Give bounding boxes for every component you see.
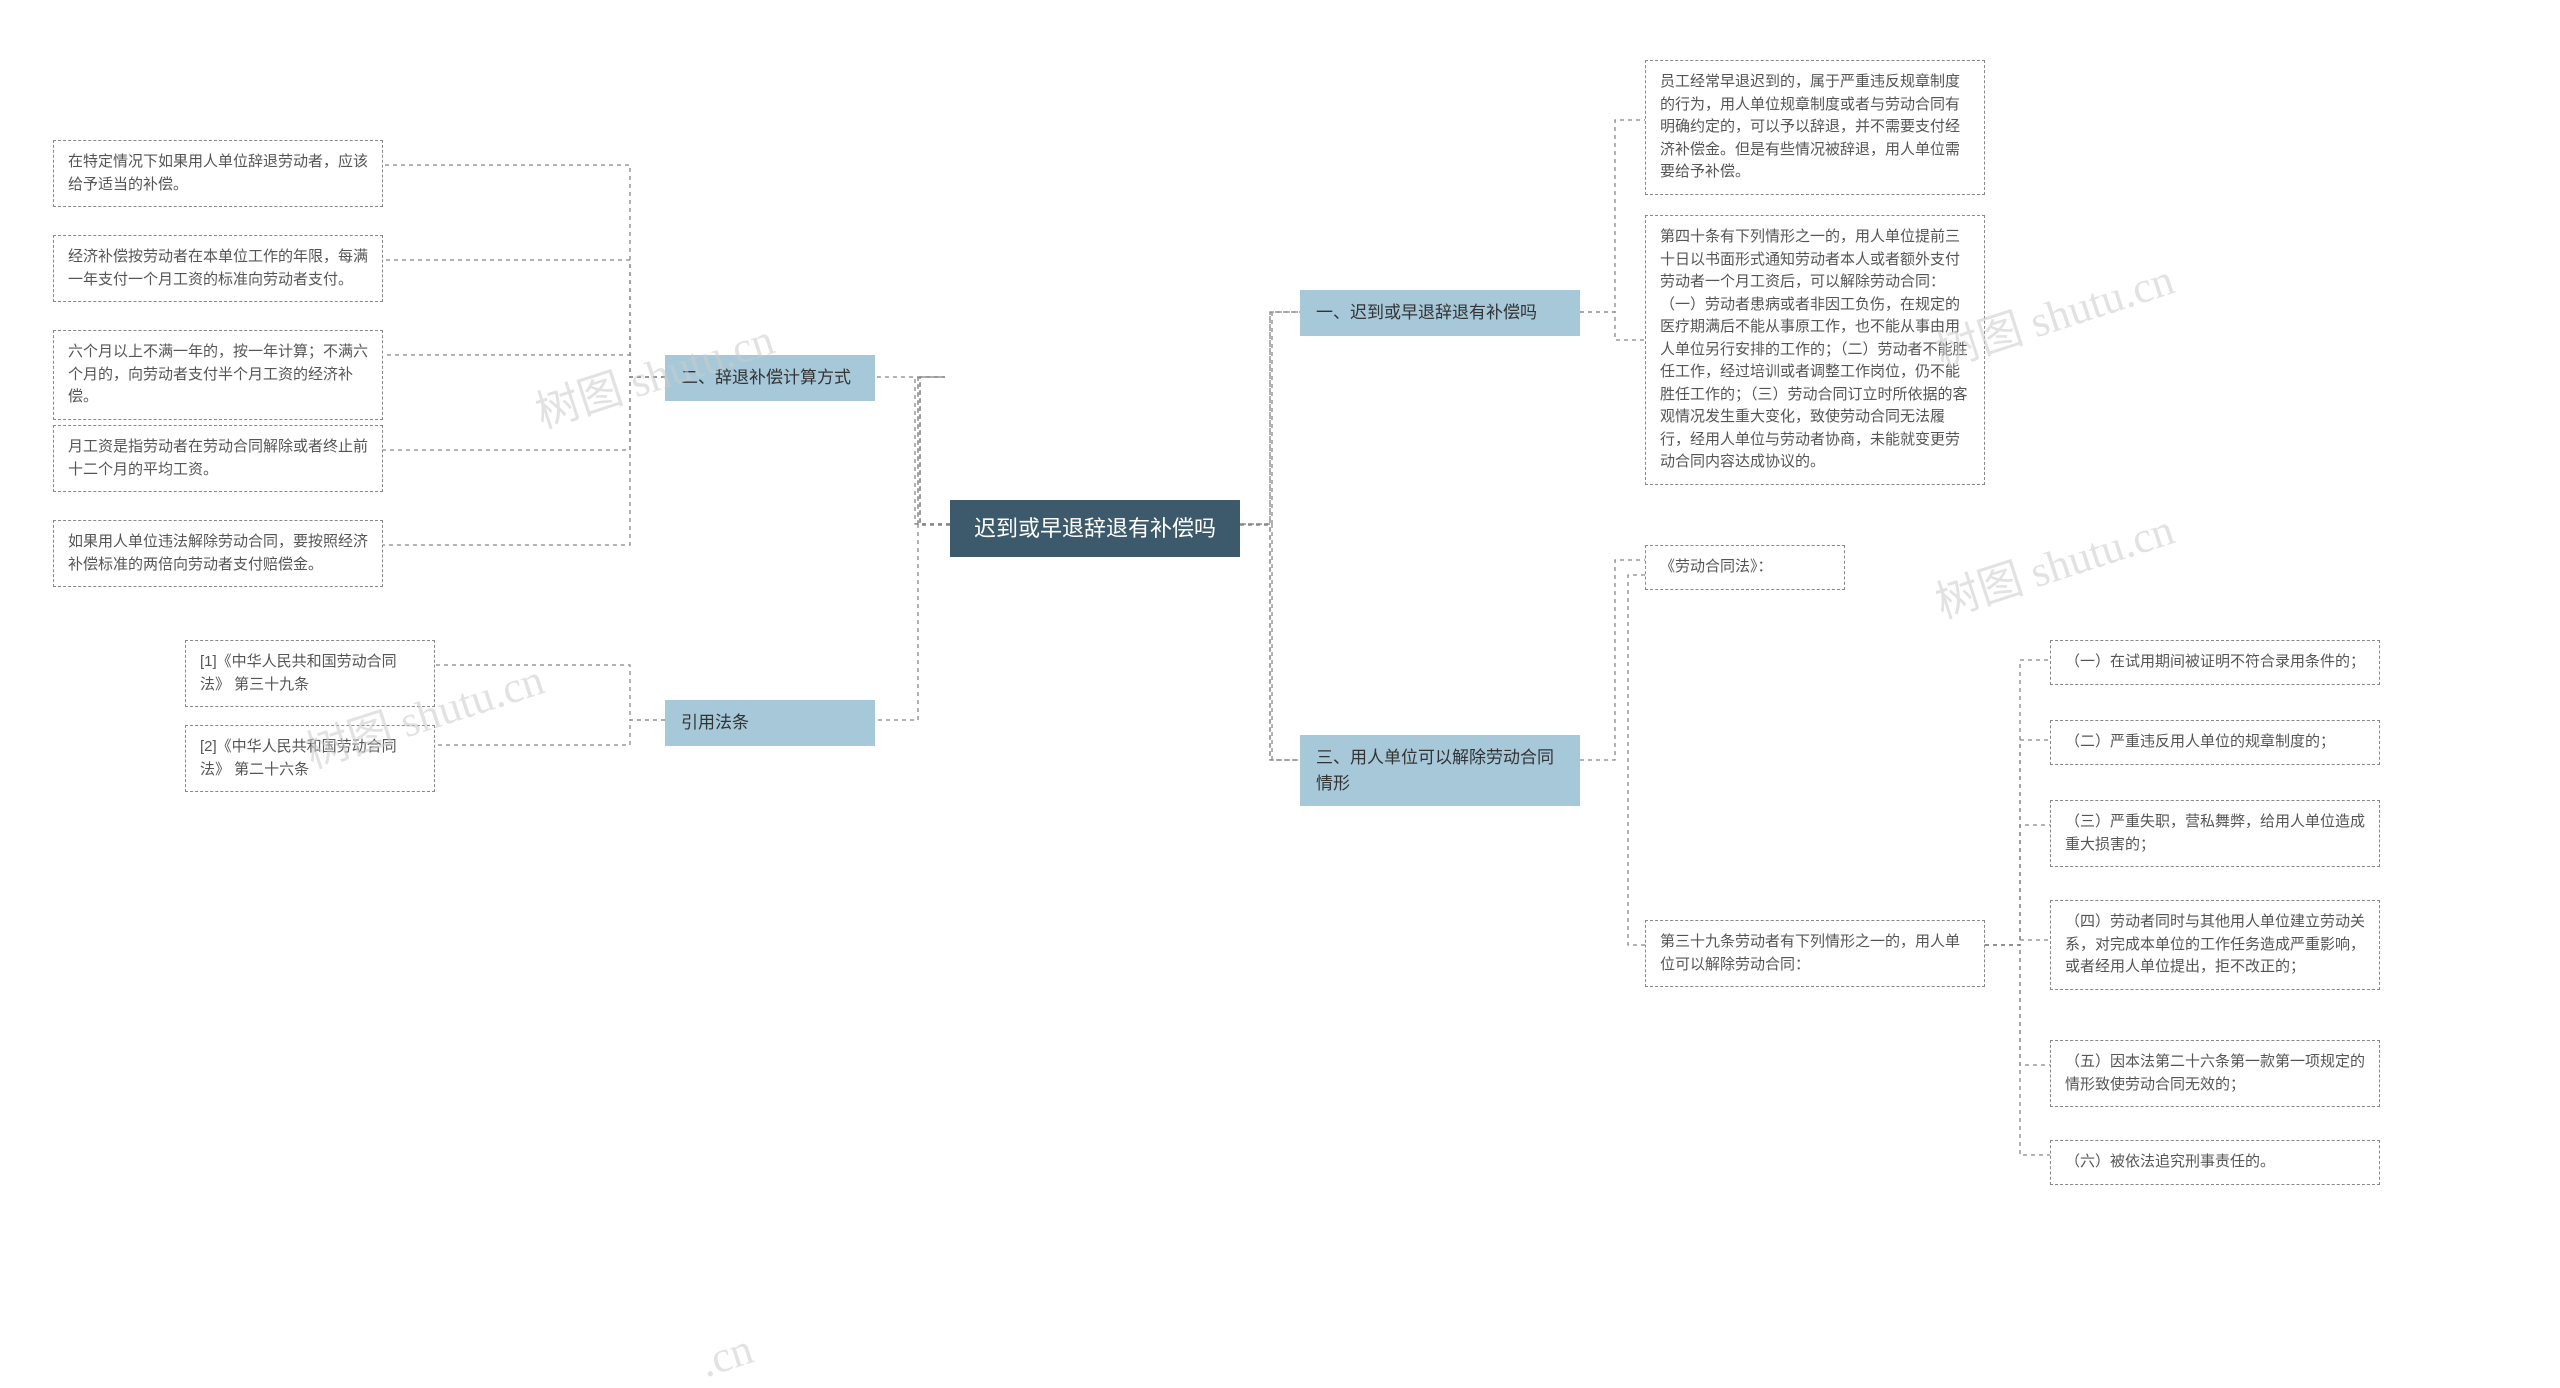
leaf-text: 《劳动合同法》： xyxy=(1660,558,1773,575)
leaf-text: 员工经常早退迟到的，属于严重违反规章制度的行为，用人单位规章制度或者与劳动合同有… xyxy=(1660,73,1960,180)
root-node: 迟到或早退辞退有补偿吗 xyxy=(950,500,1240,557)
leaf-b3-1: 《劳动合同法》： xyxy=(1645,545,1845,590)
leaf-text: （二）严重违反用人单位的规章制度的； xyxy=(2065,733,2335,750)
leaf-text: （五）因本法第二十六条第一款第一项规定的情形致使劳动合同无效的； xyxy=(2065,1053,2365,1093)
leaf-b3-2: 第三十九条劳动者有下列情形之一的，用人单位可以解除劳动合同： xyxy=(1645,920,1985,987)
leaf-b3-2-c3: （三）严重失职，营私舞弊，给用人单位造成重大损害的； xyxy=(2050,800,2380,867)
leaf-text: [2]《中华人民共和国劳动合同法》 第二十六条 xyxy=(200,738,397,778)
leaf-b4-1: [1]《中华人民共和国劳动合同法》 第三十九条 xyxy=(185,640,435,707)
leaf-text: （一）在试用期间被证明不符合录用条件的； xyxy=(2065,653,2365,670)
leaf-text: （三）严重失职，营私舞弊，给用人单位造成重大损害的； xyxy=(2065,813,2365,853)
branch-b4: 引用法条 xyxy=(665,700,875,746)
leaf-b4-2: [2]《中华人民共和国劳动合同法》 第二十六条 xyxy=(185,725,435,792)
leaf-text: 第四十条有下列情形之一的，用人单位提前三十日以书面形式通知劳动者本人或者额外支付… xyxy=(1660,228,1968,470)
mindmap-canvas: 迟到或早退辞退有补偿吗 一、迟到或早退辞退有补偿吗 二、辞退补偿计算方式 三、用… xyxy=(0,0,2560,1381)
branch-b4-label: 引用法条 xyxy=(681,713,749,732)
leaf-b1-2: 第四十条有下列情形之一的，用人单位提前三十日以书面形式通知劳动者本人或者额外支付… xyxy=(1645,215,1985,485)
leaf-text: 在特定情况下如果用人单位辞退劳动者，应该给予适当的补偿。 xyxy=(68,153,368,193)
watermark: .cn xyxy=(693,1323,759,1388)
leaf-b3-2-c2: （二）严重违反用人单位的规章制度的； xyxy=(2050,720,2380,765)
branch-b2-label: 二、辞退补偿计算方式 xyxy=(681,368,851,387)
branch-b3-label: 三、用人单位可以解除劳动合同情形 xyxy=(1316,748,1554,793)
leaf-b2-5: 如果用人单位违法解除劳动合同，要按照经济补偿标准的两倍向劳动者支付赔偿金。 xyxy=(53,520,383,587)
root-label: 迟到或早退辞退有补偿吗 xyxy=(974,516,1216,541)
branch-b1: 一、迟到或早退辞退有补偿吗 xyxy=(1300,290,1580,336)
leaf-text: （六）被依法追究刑事责任的。 xyxy=(2065,1153,2275,1170)
leaf-text: （四）劳动者同时与其他用人单位建立劳动关系，对完成本单位的工作任务造成严重影响，… xyxy=(2065,913,2365,975)
leaf-b2-1: 在特定情况下如果用人单位辞退劳动者，应该给予适当的补偿。 xyxy=(53,140,383,207)
leaf-b2-2: 经济补偿按劳动者在本单位工作的年限，每满一年支付一个月工资的标准向劳动者支付。 xyxy=(53,235,383,302)
leaf-b3-2-c1: （一）在试用期间被证明不符合录用条件的； xyxy=(2050,640,2380,685)
leaf-b2-4: 月工资是指劳动者在劳动合同解除或者终止前十二个月的平均工资。 xyxy=(53,425,383,492)
leaf-text: [1]《中华人民共和国劳动合同法》 第三十九条 xyxy=(200,653,397,693)
branch-b1-label: 一、迟到或早退辞退有补偿吗 xyxy=(1316,303,1537,322)
leaf-b3-2-c5: （五）因本法第二十六条第一款第一项规定的情形致使劳动合同无效的； xyxy=(2050,1040,2380,1107)
leaf-b1-1: 员工经常早退迟到的，属于严重违反规章制度的行为，用人单位规章制度或者与劳动合同有… xyxy=(1645,60,1985,195)
leaf-text: 经济补偿按劳动者在本单位工作的年限，每满一年支付一个月工资的标准向劳动者支付。 xyxy=(68,248,368,288)
leaf-text: 第三十九条劳动者有下列情形之一的，用人单位可以解除劳动合同： xyxy=(1660,933,1960,973)
branch-b3: 三、用人单位可以解除劳动合同情形 xyxy=(1300,735,1580,806)
leaf-text: 月工资是指劳动者在劳动合同解除或者终止前十二个月的平均工资。 xyxy=(68,438,368,478)
leaf-text: 六个月以上不满一年的，按一年计算；不满六个月的，向劳动者支付半个月工资的经济补偿… xyxy=(68,343,368,405)
leaf-b3-2-c4: （四）劳动者同时与其他用人单位建立劳动关系，对完成本单位的工作任务造成严重影响，… xyxy=(2050,900,2380,990)
leaf-text: 如果用人单位违法解除劳动合同，要按照经济补偿标准的两倍向劳动者支付赔偿金。 xyxy=(68,533,368,573)
leaf-b2-3: 六个月以上不满一年的，按一年计算；不满六个月的，向劳动者支付半个月工资的经济补偿… xyxy=(53,330,383,420)
watermark: 树图 shutu.cn xyxy=(1926,493,2181,630)
leaf-b3-2-c6: （六）被依法追究刑事责任的。 xyxy=(2050,1140,2380,1185)
branch-b2: 二、辞退补偿计算方式 xyxy=(665,355,875,401)
